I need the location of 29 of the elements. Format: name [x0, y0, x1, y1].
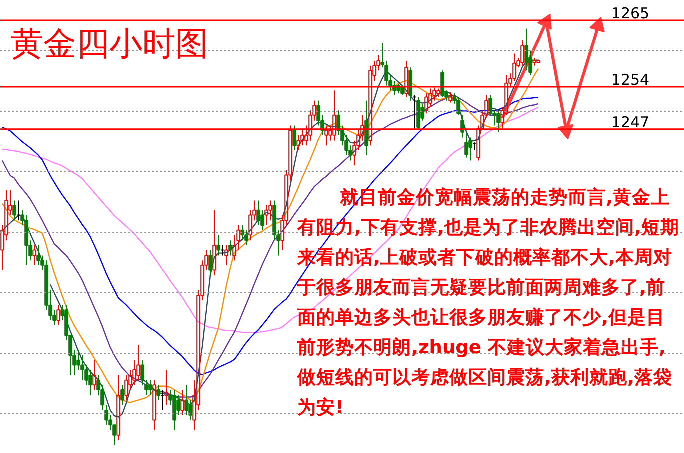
candlestick — [136, 344, 140, 381]
candlestick — [268, 200, 272, 222]
candlestick — [36, 244, 40, 266]
candlestick — [80, 355, 84, 381]
candlestick — [124, 374, 128, 401]
candlestick — [364, 100, 368, 156]
text: 黄金四小时图 — [10, 24, 208, 63]
candlestick — [12, 200, 16, 222]
candlestick — [32, 244, 36, 266]
candlestick — [524, 28, 528, 72]
candlestick — [164, 370, 168, 406]
candlestick — [256, 200, 260, 226]
candlestick — [384, 60, 388, 86]
candlestick — [264, 205, 268, 226]
candlestick — [224, 244, 228, 266]
candlestick — [240, 224, 244, 242]
candlestick — [272, 200, 276, 242]
ref-line-label: 1247 — [611, 113, 650, 132]
candlestick — [76, 350, 80, 371]
ref-line-label: 1265 — [611, 4, 650, 22]
candlestick — [156, 384, 160, 401]
ref-line-label: 1254 — [611, 70, 650, 89]
candlestick — [92, 360, 96, 390]
candlestick — [460, 114, 464, 138]
candlestick — [172, 389, 176, 432]
candlestick — [88, 370, 92, 396]
candlestick — [24, 214, 28, 266]
candlestick — [212, 210, 216, 276]
candlestick — [296, 134, 300, 151]
